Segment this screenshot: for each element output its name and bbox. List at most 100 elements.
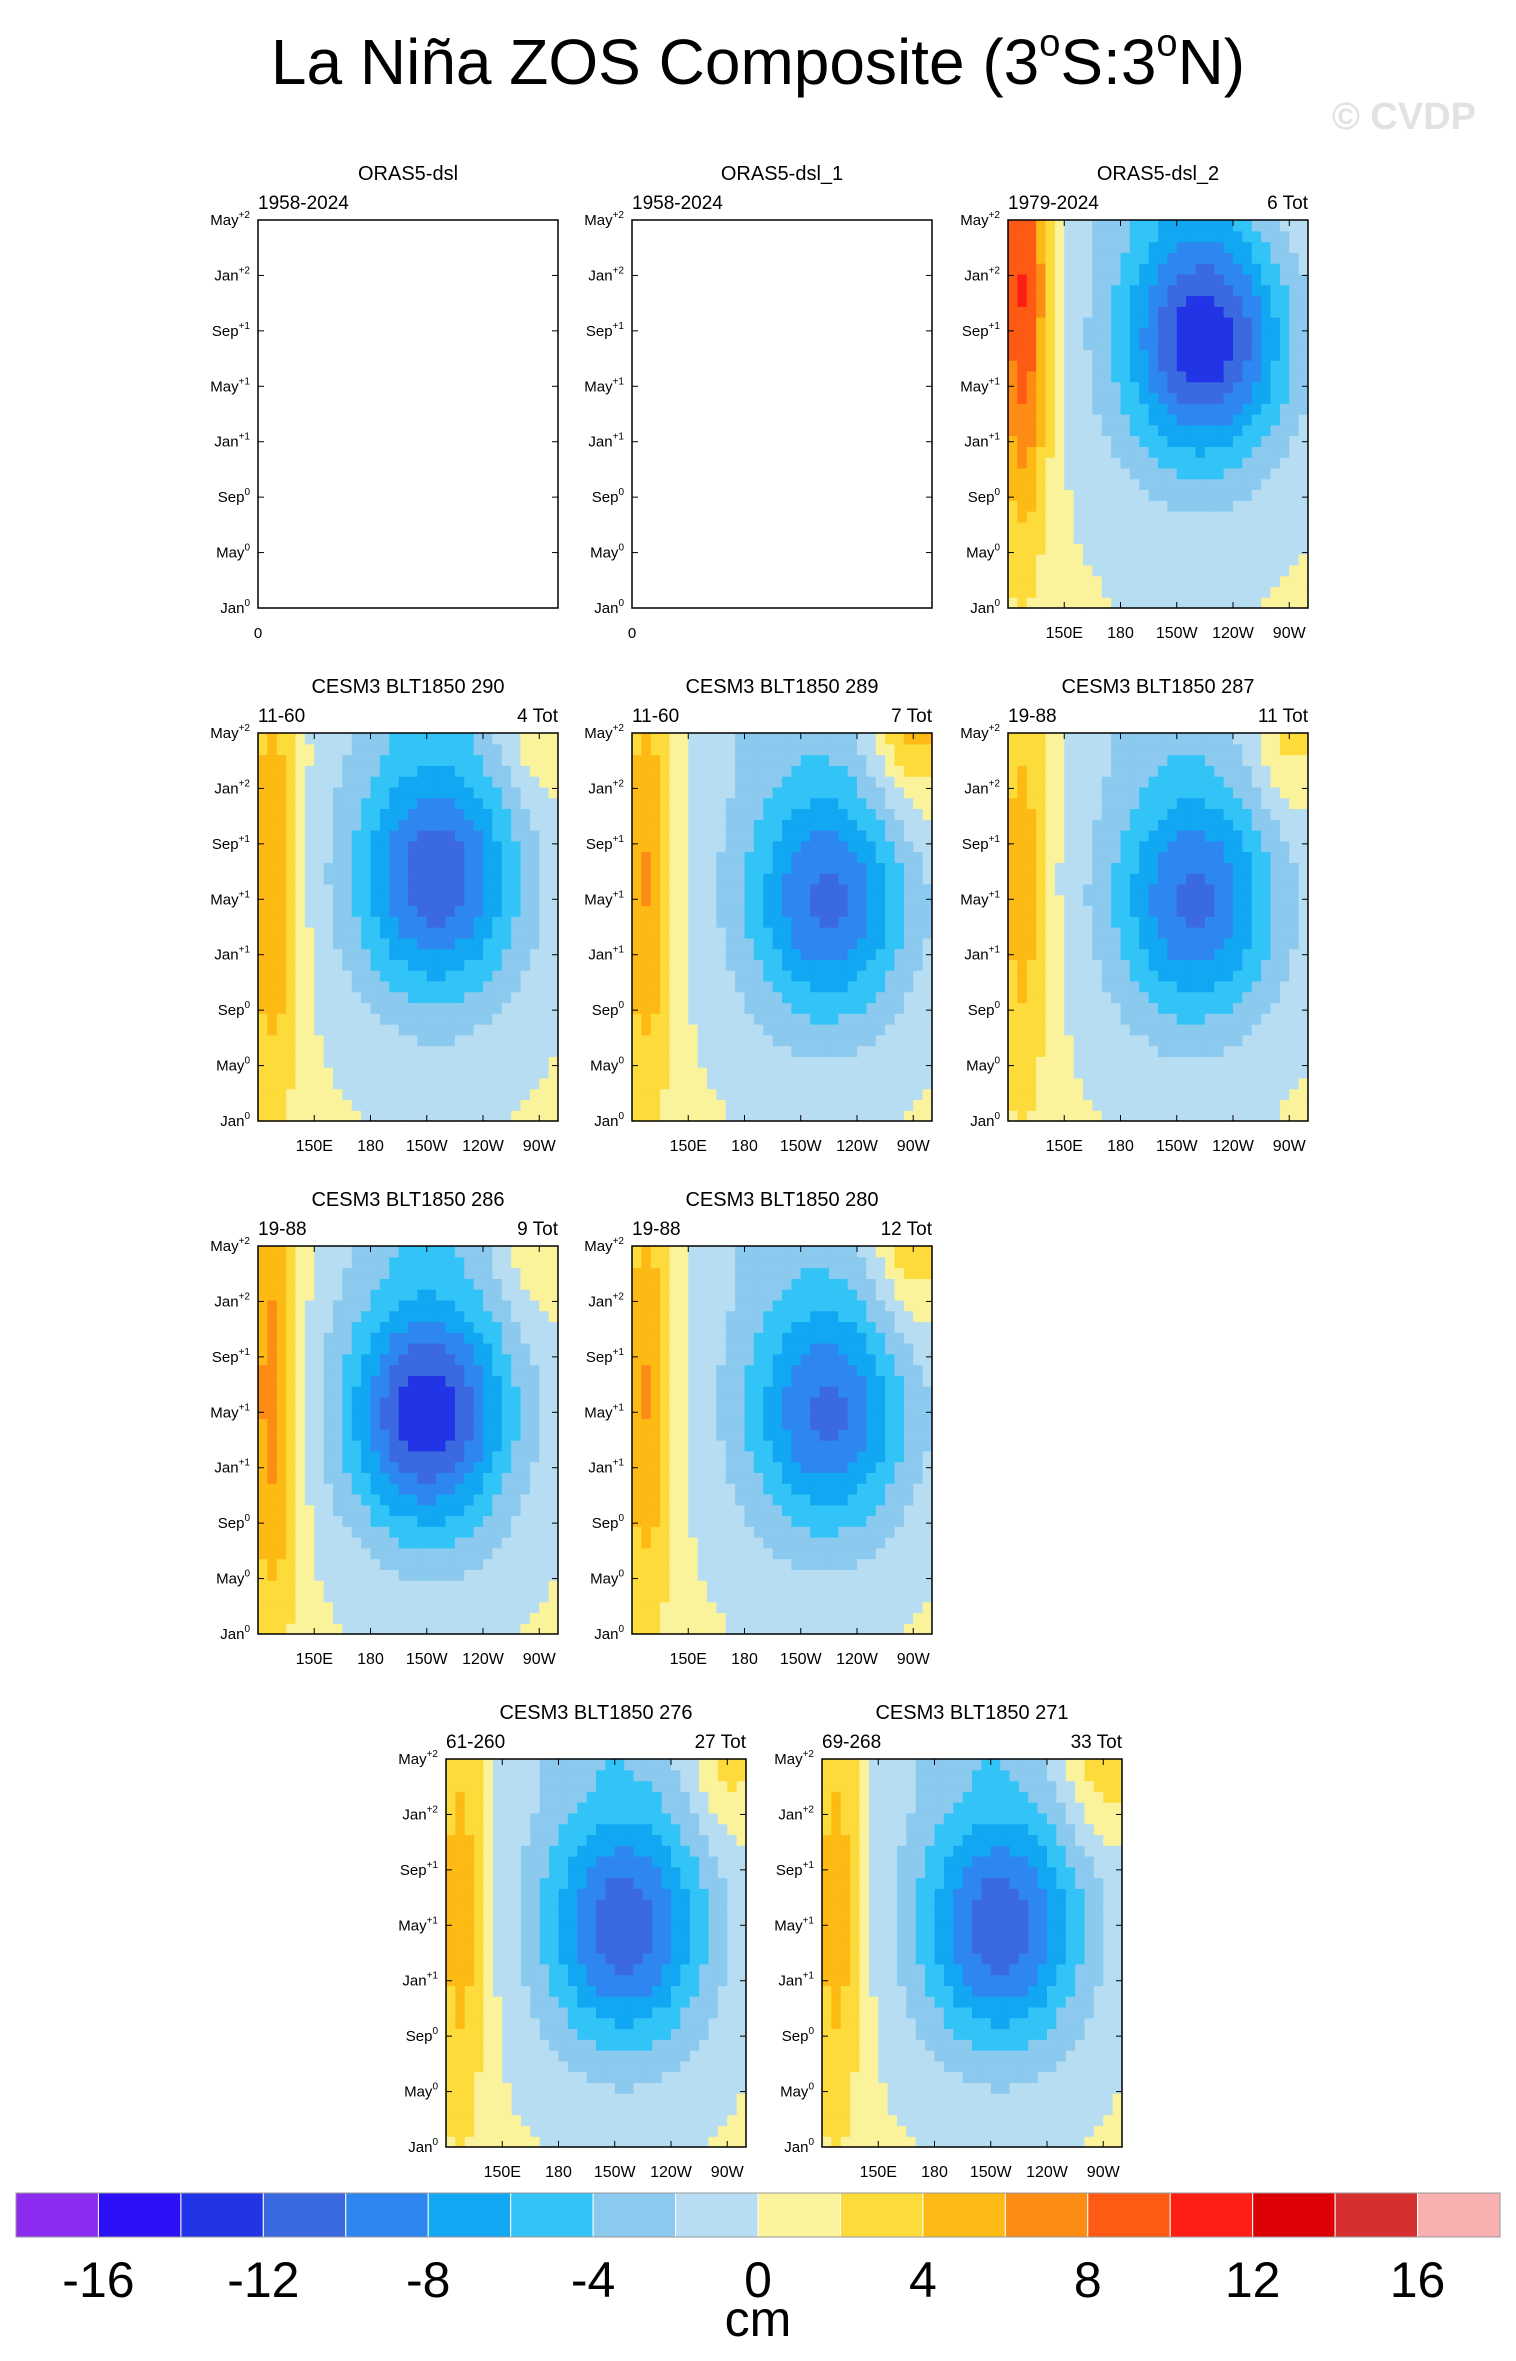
heatmap-cell: [1017, 1088, 1028, 1101]
heatmap-cell: [304, 937, 315, 950]
heatmap-cell: [1073, 980, 1084, 993]
heatmap-cell: [828, 959, 839, 971]
heatmap-cell: [314, 1056, 325, 1068]
heatmap-cell: [875, 959, 886, 971]
heatmap-cell: [744, 776, 755, 788]
heatmap-cell: [1251, 446, 1262, 458]
heatmap-cell: [800, 927, 811, 939]
heatmap-cell: [1289, 970, 1300, 982]
heatmap-cell: [548, 840, 559, 853]
heatmap-cell: [1101, 273, 1112, 286]
heatmap-cell: [1129, 478, 1140, 491]
heatmap-cell: [1101, 840, 1112, 853]
heatmap-cell: [1026, 575, 1037, 588]
heatmap-cell: [473, 733, 484, 745]
heatmap-cell: [426, 1099, 437, 1111]
heatmap-cell: [333, 1045, 343, 1057]
heatmap-cell: [454, 797, 465, 810]
heatmap-cell: [464, 905, 475, 917]
heatmap-cell: [1148, 894, 1159, 907]
heatmap-cell: [1092, 1013, 1103, 1025]
heatmap-cell: [688, 916, 699, 928]
heatmap-cell: [1204, 980, 1215, 993]
heatmap-cell: [473, 1067, 484, 1079]
heatmap-cell: [716, 1099, 727, 1111]
heatmap-cell: [501, 937, 512, 950]
heatmap-cell: [389, 743, 400, 756]
heatmap-cell: [1289, 894, 1300, 907]
heatmap-cell: [1214, 1056, 1225, 1068]
heatmap-cell: [782, 1002, 792, 1014]
heatmap-cell: [819, 830, 830, 842]
heatmap-cell: [1279, 435, 1290, 447]
heatmap-cell: [1064, 1077, 1075, 1090]
heatmap-cell: [1214, 306, 1225, 318]
heatmap-cell: [716, 948, 727, 960]
heatmap-cell: [370, 765, 381, 777]
heatmap-cell: [492, 927, 503, 939]
heatmap-cell: [828, 970, 839, 982]
heatmap-cell: [669, 765, 680, 777]
heatmap-cell: [1223, 991, 1234, 1004]
heatmap-cell: [885, 894, 896, 907]
heatmap-cell: [351, 959, 362, 971]
heatmap-cell: [1064, 220, 1075, 232]
panel-title: CESM3 BLT1850 286: [311, 1189, 504, 1211]
heatmap-cell: [1251, 1024, 1262, 1036]
heatmap-cell: [1261, 883, 1272, 896]
heatmap-cell: [669, 1002, 680, 1014]
heatmap-cell: [1223, 403, 1234, 415]
heatmap-cell: [1223, 521, 1234, 534]
heatmap-cell: [744, 948, 755, 960]
heatmap-cell: [1261, 220, 1272, 232]
heatmap-cell: [1054, 457, 1065, 469]
heatmap-cell: [436, 754, 447, 766]
heatmap-cell: [1026, 1013, 1037, 1025]
heatmap-cell: [1083, 1056, 1093, 1068]
heatmap-cell: [641, 1056, 652, 1068]
heatmap-cell: [1289, 786, 1300, 799]
heatmap-cell: [342, 1601, 353, 1614]
heatmap-cell: [276, 743, 287, 756]
heatmap-cell: [445, 743, 456, 756]
heatmap-cell: [782, 1034, 792, 1047]
heatmap-cell: [716, 1013, 727, 1025]
heatmap-cell: [342, 873, 353, 885]
heatmap-cell: [1279, 295, 1290, 307]
heatmap-cell: [304, 1045, 315, 1057]
heatmap-cell: [1101, 252, 1112, 264]
heatmap-cell: [295, 1067, 306, 1079]
heatmap-cell: [735, 970, 746, 982]
heatmap-cell: [1139, 797, 1150, 810]
heatmap-cell: [1008, 360, 1018, 372]
heatmap-cell: [1054, 937, 1065, 950]
heatmap-cell: [398, 862, 409, 874]
heatmap-cell: [1008, 743, 1018, 756]
heatmap-cell: [857, 1056, 867, 1068]
heatmap-cell: [1270, 295, 1281, 307]
heatmap-cell: [286, 970, 297, 982]
heatmap-cell: [688, 765, 699, 777]
heatmap-cell: [1223, 916, 1234, 928]
heatmap-cell: [1045, 360, 1056, 372]
heatmap-cell: [1233, 840, 1243, 853]
heatmap-cell: [1176, 733, 1187, 745]
heatmap-cell: [539, 1612, 550, 1624]
heatmap-cell: [1167, 284, 1178, 297]
heatmap-cell: [1242, 586, 1253, 598]
heatmap-cell: [1167, 424, 1178, 437]
heatmap-cell: [697, 1024, 708, 1036]
heatmap-cell: [744, 1088, 755, 1101]
heatmap-cell: [436, 840, 447, 853]
heatmap-cell: [511, 927, 522, 939]
heatmap-cell: [1233, 306, 1243, 318]
heatmap-cell: [1214, 446, 1225, 458]
heatmap-cell: [1214, 1013, 1225, 1025]
heatmap-cell: [1101, 927, 1112, 939]
heatmap-cell: [1026, 797, 1037, 810]
heatmap-cell: [1167, 554, 1178, 566]
heatmap-cell: [473, 765, 484, 777]
heatmap-cell: [1026, 338, 1037, 350]
heatmap-cell: [267, 916, 278, 928]
heatmap-cell: [660, 851, 671, 863]
